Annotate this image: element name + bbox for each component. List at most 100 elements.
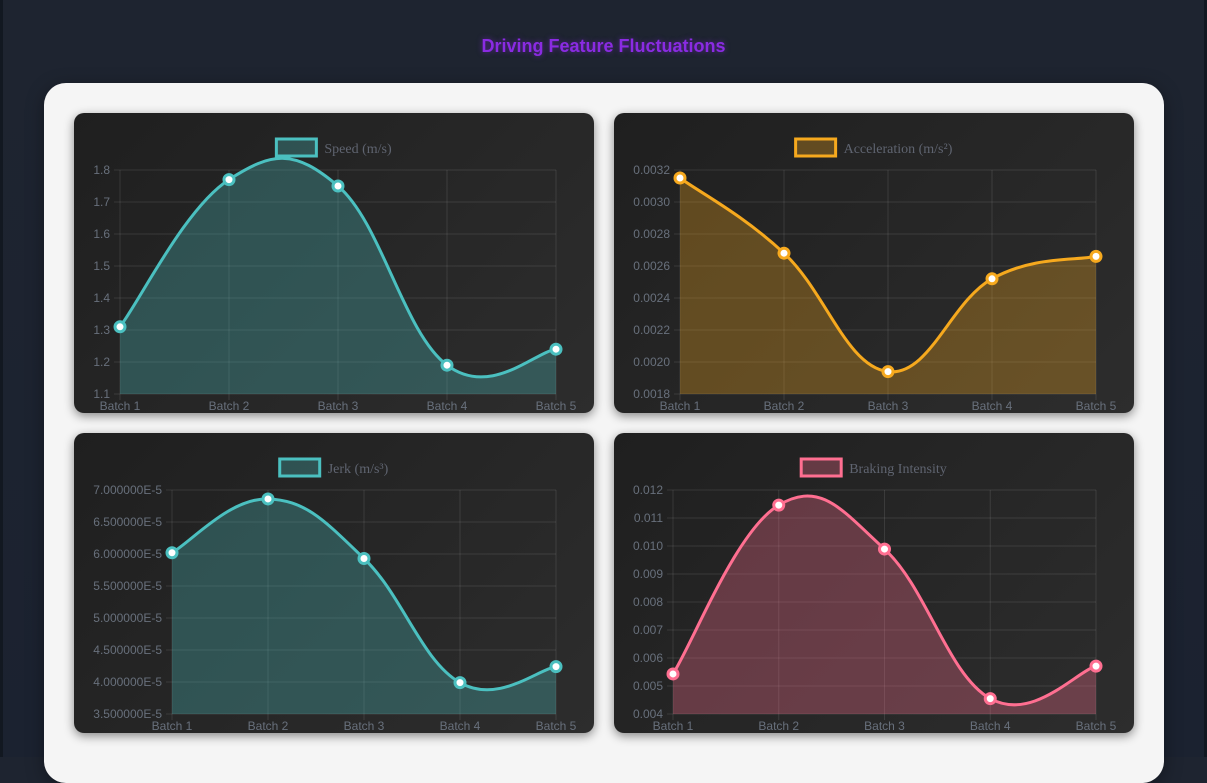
- y-tick-label: 0.0030: [633, 195, 670, 209]
- y-tick-label: 1.3: [93, 323, 110, 337]
- y-tick-label: 6.000000E-5: [93, 547, 162, 561]
- x-tick-label: Batch 4: [440, 719, 481, 733]
- y-tick-label: 1.5: [93, 259, 110, 273]
- y-tick-label: 1.8: [93, 163, 110, 177]
- chart-legend: Braking Intensity: [799, 457, 947, 478]
- jerk-chart-card: 3.500000E-5 4.000000E-5 4.500000E-5 5.00000…: [74, 433, 594, 733]
- legend-swatch: [278, 457, 322, 478]
- page-title: Driving Feature Fluctuations: [481, 36, 726, 56]
- legend-label: Acceleration (m/s²): [844, 142, 953, 157]
- x-tick-label: Batch 5: [1076, 399, 1117, 413]
- y-tick-label: 1.4: [93, 291, 110, 305]
- data-point: [666, 667, 680, 681]
- legend-label: Braking Intensity: [849, 462, 947, 477]
- x-tick-label: Batch 2: [764, 399, 805, 413]
- speed-chart: 1.1 1.2 1.3 1.4 1.5 1.6 1.7 1.8 Batch 1 Batch 2 Ba…: [93, 137, 577, 413]
- data-point: [165, 546, 179, 560]
- acceleration-chart-card: 0.0018 0.0020 0.0022 0.0024 0.0026 0.0028 0.00…: [614, 113, 1134, 413]
- y-tick-label: 0.0018: [633, 387, 670, 401]
- data-point: [777, 246, 791, 260]
- x-tick-label: Batch 4: [970, 719, 1011, 733]
- y-tick-label: 4.500000E-5: [93, 643, 162, 657]
- data-point: [772, 498, 786, 512]
- jerk-chart: 3.500000E-5 4.000000E-5 4.500000E-5 5.00000…: [93, 457, 577, 733]
- y-tick-label: 0.0022: [633, 323, 670, 337]
- speed-chart-card: 1.1 1.2 1.3 1.4 1.5 1.6 1.7 1.8 Batch 1 Batch 2 Ba…: [74, 113, 594, 413]
- data-point: [1089, 659, 1103, 673]
- y-tick-label: 1.7: [93, 195, 110, 209]
- x-tick-label: Batch 1: [152, 719, 193, 733]
- y-tick-label: 0.0028: [633, 227, 670, 241]
- data-point: [1089, 249, 1103, 263]
- y-tick-label: 5.500000E-5: [93, 579, 162, 593]
- y-tick-label: 1.2: [93, 355, 110, 369]
- y-tick-label: 0.005: [633, 679, 663, 693]
- x-tick-label: Batch 2: [248, 719, 289, 733]
- y-tick-label: 0.010: [633, 539, 663, 553]
- y-tick-label: 0.009: [633, 567, 663, 581]
- y-tick-label: 0.008: [633, 595, 663, 609]
- x-tick-label: Batch 4: [972, 399, 1013, 413]
- x-tick-label: Batch 2: [209, 399, 250, 413]
- x-tick-label: Batch 5: [536, 399, 577, 413]
- series-area: [680, 178, 1096, 394]
- chart-legend: Speed (m/s): [274, 137, 392, 158]
- y-tick-label: 1.6: [93, 227, 110, 241]
- data-point: [357, 551, 371, 565]
- data-point: [549, 342, 563, 356]
- series-area: [172, 498, 556, 714]
- x-tick-label: Batch 3: [344, 719, 385, 733]
- x-tick-label: Batch 3: [868, 399, 909, 413]
- data-point: [113, 320, 127, 334]
- chart-grid: [114, 169, 557, 400]
- data-point: [222, 173, 236, 187]
- legend-swatch: [794, 137, 838, 158]
- x-tick-label: Batch 3: [318, 399, 359, 413]
- window-frame-right: [1204, 0, 1207, 757]
- x-tick-label: Batch 1: [653, 719, 694, 733]
- data-point: [549, 660, 563, 674]
- y-tick-label: 0.012: [633, 483, 663, 497]
- data-point: [440, 358, 454, 372]
- x-tick-label: Batch 1: [660, 399, 701, 413]
- chart-legend: Jerk (m/s³): [278, 457, 389, 478]
- legend-swatch: [799, 457, 843, 478]
- window-frame-left: [0, 0, 3, 757]
- y-tick-label: 5.000000E-5: [93, 611, 162, 625]
- braking-intensity-chart-card: 0.004 0.005 0.006 0.007 0.008 0.009 0.010 0.011…: [614, 433, 1134, 733]
- data-point: [985, 272, 999, 286]
- y-tick-label: 0.0026: [633, 259, 670, 273]
- y-tick-label: 0.0024: [633, 291, 670, 305]
- x-tick-label: Batch 3: [864, 719, 905, 733]
- legend-label: Jerk (m/s³): [328, 462, 389, 477]
- x-tick-label: Batch 1: [100, 399, 141, 413]
- x-tick-label: Batch 5: [1076, 719, 1117, 733]
- legend-label: Speed (m/s): [324, 142, 392, 157]
- y-tick-label: 0.004: [633, 707, 663, 721]
- y-tick-label: 1.1: [93, 387, 110, 401]
- chart-grid: [667, 489, 1097, 720]
- data-point: [331, 179, 345, 193]
- y-tick-label: 7.000000E-5: [93, 483, 162, 497]
- y-tick-label: 0.011: [634, 511, 663, 525]
- y-tick-label: 0.007: [633, 623, 663, 637]
- series-area: [673, 496, 1096, 714]
- data-point: [878, 542, 891, 556]
- data-point: [261, 492, 275, 506]
- acceleration-chart: 0.0018 0.0020 0.0022 0.0024 0.0026 0.0028 0.00…: [633, 137, 1117, 413]
- series-area: [120, 158, 556, 394]
- chart-legend: Acceleration (m/s²): [794, 137, 953, 158]
- data-point: [453, 676, 467, 690]
- y-tick-label: 4.000000E-5: [93, 675, 162, 689]
- y-tick-label: 0.0020: [633, 355, 670, 369]
- braking-intensity-chart: 0.004 0.005 0.006 0.007 0.008 0.009 0.010 0.011…: [633, 457, 1117, 733]
- data-point: [673, 171, 687, 185]
- y-tick-label: 0.0032: [633, 163, 670, 177]
- x-tick-label: Batch 2: [758, 719, 799, 733]
- data-point: [983, 692, 997, 706]
- x-tick-label: Batch 4: [427, 399, 468, 413]
- legend-swatch: [274, 137, 318, 158]
- y-tick-label: 0.006: [633, 651, 663, 665]
- data-point: [881, 365, 895, 379]
- x-tick-label: Batch 5: [536, 719, 577, 733]
